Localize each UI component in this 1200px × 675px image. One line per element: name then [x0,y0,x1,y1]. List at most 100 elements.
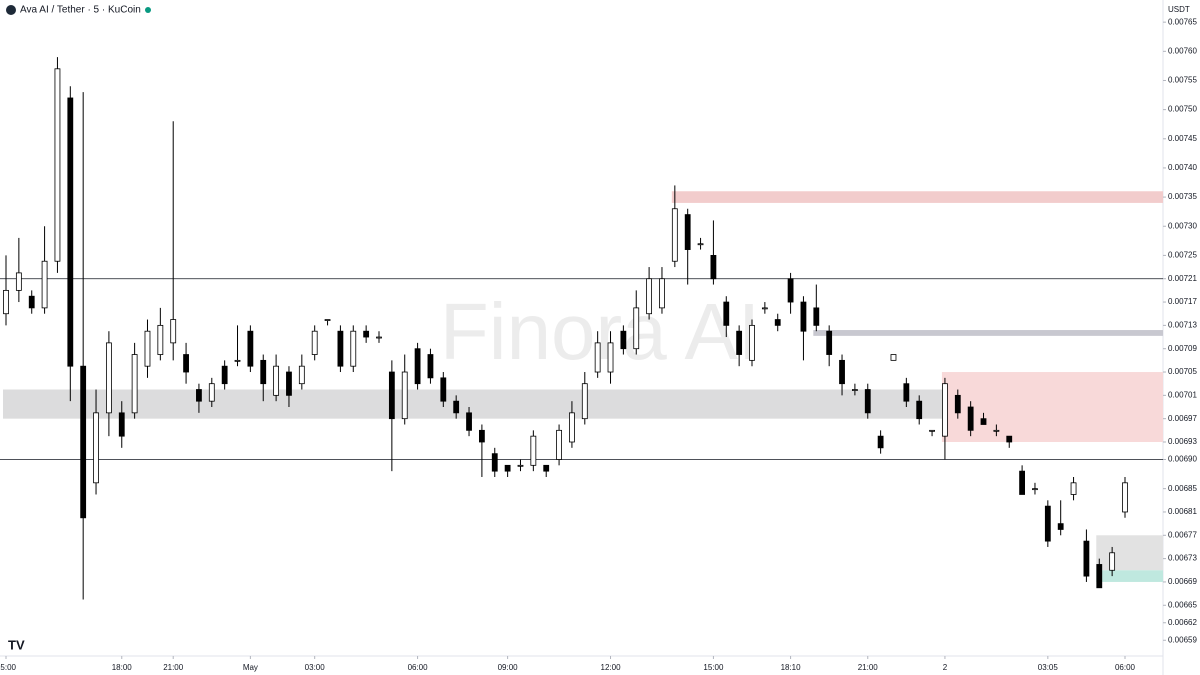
candle-body [401,371,408,420]
candle-body [787,278,794,303]
candle-body [504,464,511,472]
candle-body [311,330,318,355]
candle-body [813,307,820,326]
y-tick-label: 0.00740 [1168,163,1197,172]
y-tick-label: 0.00725 [1168,251,1197,260]
candle-body [800,301,807,332]
symbol-title: Ava AI / Tether · 5 · KuCoin [20,5,141,16]
y-tick-label: 0.00709 [1168,344,1197,353]
y-tick-label: 0.00717 [1168,297,1197,306]
candle-body [131,354,138,414]
x-tick-label: 15:00 [0,663,17,672]
candle-body [774,319,781,326]
candle-body [478,429,485,443]
candle-body [633,307,640,350]
candle-body [967,406,974,431]
y-tick-label: 0.00755 [1168,76,1197,85]
candle-body [1057,523,1064,530]
candle-body [208,383,215,402]
candle-body [54,68,61,262]
y-tick-label: 0.00662 [1168,618,1197,627]
candle-body [1109,552,1116,571]
candle-body [1122,482,1128,513]
candle-body [247,330,254,367]
candle-body [710,255,717,280]
zone [1096,570,1163,582]
candle-body [1096,564,1103,589]
y-tick-label: 0.00765 [1168,17,1197,26]
candle-body [530,435,537,466]
candle-body [594,342,601,373]
y-tick-label: 0.00677 [1168,530,1197,539]
candle-body [749,324,755,361]
candle-body [1070,482,1077,495]
y-tick-label: 0.00750 [1168,105,1197,114]
x-tick-label: May [243,663,258,672]
candle-body [607,342,614,373]
candle-body [67,97,74,367]
candle-body [41,260,48,309]
candle-body [929,429,935,432]
candle-body [273,365,280,396]
candle-body [93,412,99,484]
candle-body [581,383,588,420]
candle-body [234,359,241,362]
candle-body [697,243,704,246]
y-tick-label: 0.00730 [1168,221,1197,230]
y-tick-label: 0.00697 [1168,414,1197,423]
candle-body [1006,435,1013,443]
y-tick-label: 0.00685 [1168,484,1197,493]
candle-body [1019,470,1026,495]
candle-body [864,389,871,414]
candle-body [350,330,357,367]
tv-logo: TV [8,637,25,652]
candle-body [916,400,923,420]
candle-body [1083,540,1090,577]
candle-body [646,278,653,315]
candle-body [28,295,35,309]
x-tick-label: 03:00 [305,663,326,672]
candle-body [388,371,395,420]
x-tick-label: 21:00 [163,663,184,672]
candle-body [157,324,164,355]
candle-body [170,319,177,344]
x-tick-label: 09:00 [498,663,519,672]
candle-body [440,377,447,402]
y-tick-label: 0.00690 [1168,455,1197,464]
x-tick-label: 2 [943,663,948,672]
candle-body [298,365,305,385]
y-tick-label: 0.00681 [1168,507,1197,516]
candle-body [15,272,22,291]
candle-body [723,301,730,326]
x-tick-label: 15:00 [703,663,724,672]
candle-body [491,453,498,472]
candle-body [671,208,678,262]
candle-body [3,289,9,315]
candle-body [556,429,562,460]
x-tick-label: 21:00 [858,663,879,672]
candle-body [118,412,125,437]
y-tick-label: 0.00721 [1168,274,1197,283]
candle-body [659,278,665,309]
candle-body [684,214,691,250]
y-tick-label: 0.00760 [1168,46,1197,55]
candle-body [993,429,1000,432]
candle-body [105,342,112,414]
candle-body [942,383,948,437]
candle-body [839,359,845,385]
x-tick-label: 06:00 [408,663,429,672]
x-tick-label: 06:00 [1115,663,1136,672]
candle-body [903,383,910,402]
candle-body [196,389,202,402]
candle-body [80,365,87,519]
candle-body [466,412,472,431]
symbol-icon [6,5,16,15]
candle-body [1032,488,1038,491]
candle-body [363,330,370,338]
candle-body [144,330,151,367]
candle-body [890,354,897,361]
candle-body [221,365,228,385]
candle-body [324,319,331,321]
y-tick-label: 0.00659 [1168,635,1197,644]
